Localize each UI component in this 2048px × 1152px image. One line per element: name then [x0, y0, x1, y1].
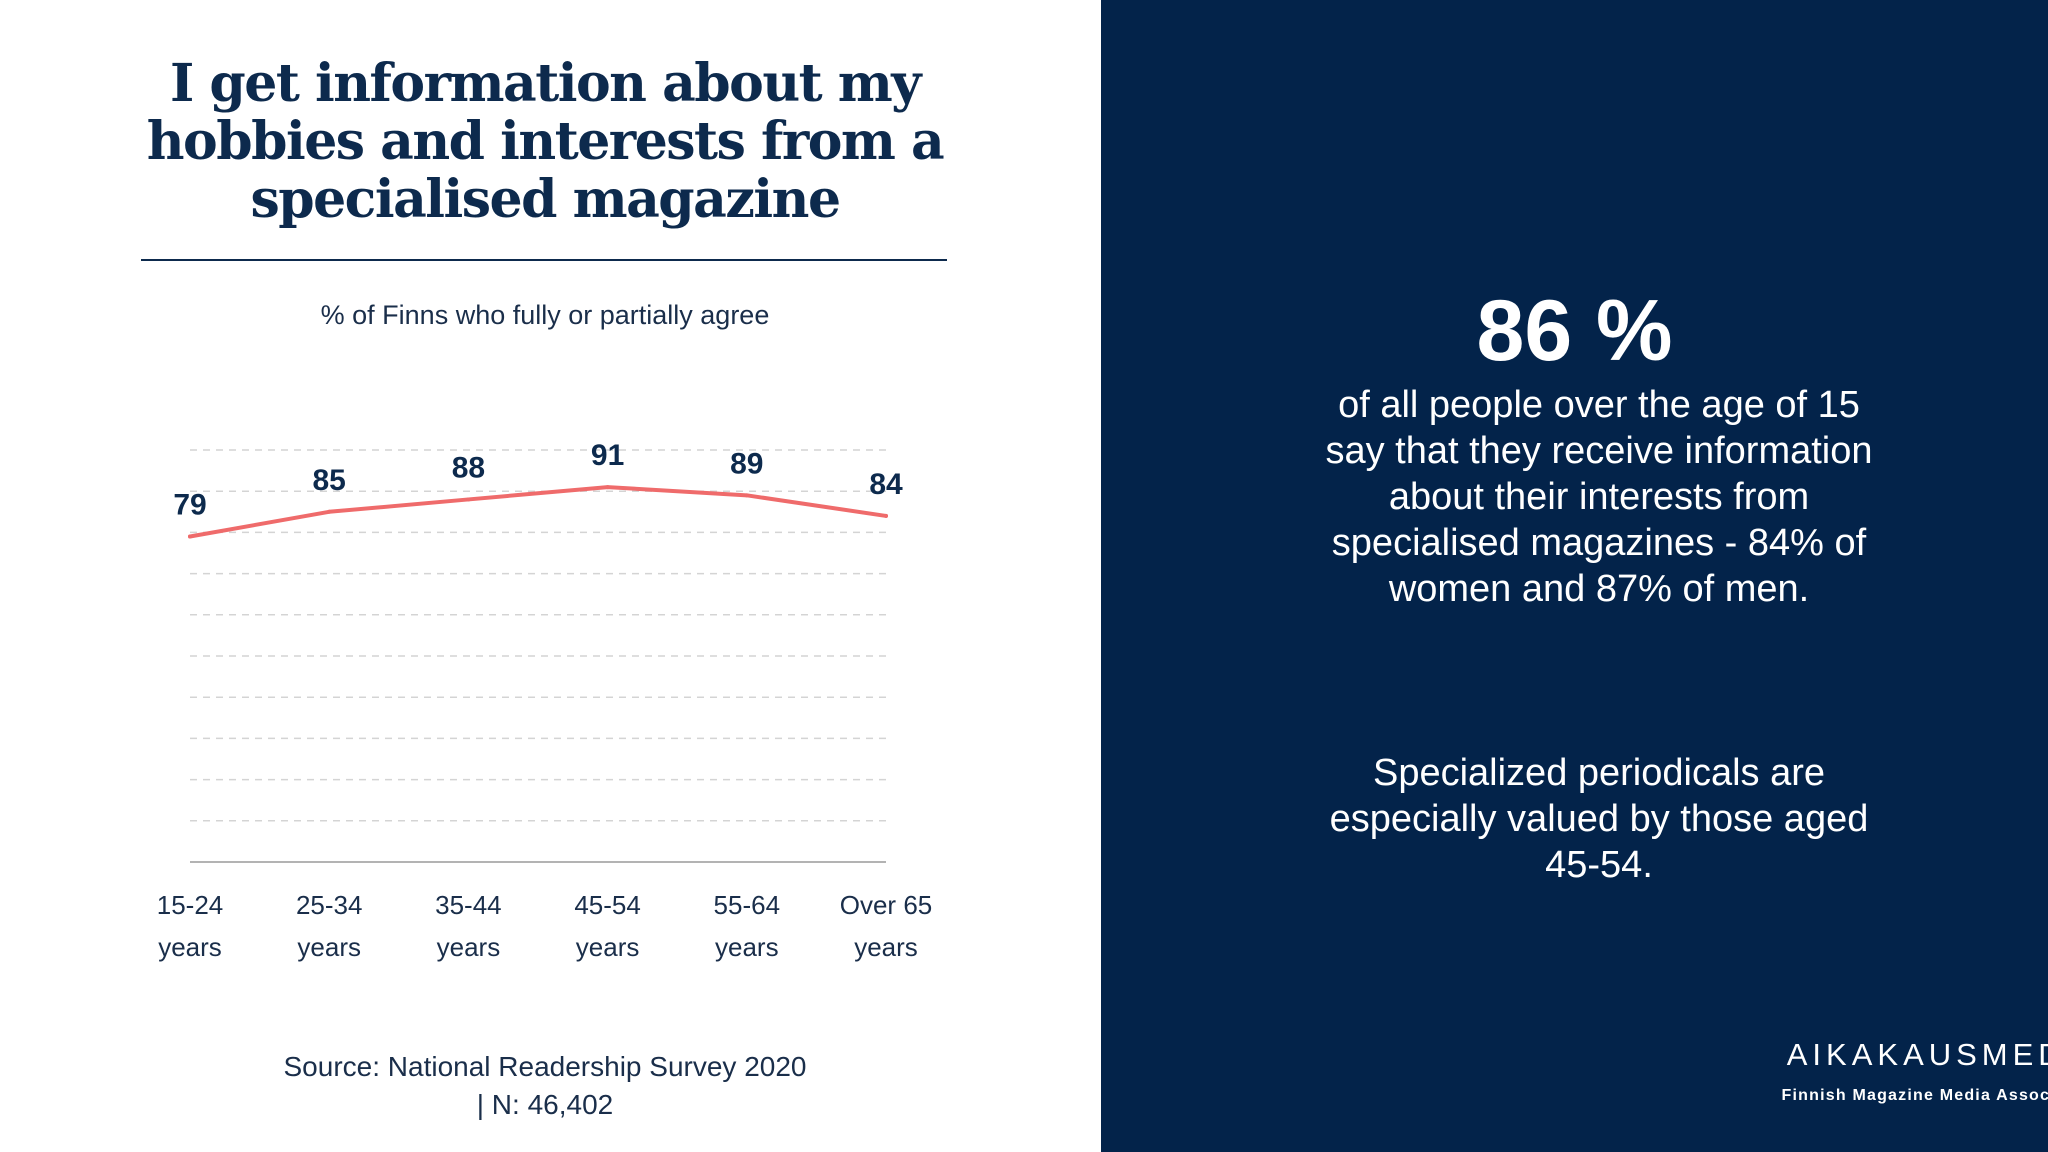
data-point	[884, 513, 888, 518]
sample-size: | N: 46,402	[476, 1089, 614, 1120]
stat-note: Specialized periodicals are especially v…	[1329, 752, 1869, 886]
x-tick-label: 55-64 years	[714, 890, 781, 962]
data-labels: 79 85 88 91 89 84	[173, 439, 903, 521]
chart-subtitle: % of Finns who fully or partially agree	[320, 300, 770, 330]
stat-description: of all people over the age of 15 say tha…	[1325, 384, 1873, 610]
headline-stat: 86 %	[1476, 283, 1673, 379]
gridlines	[190, 449, 886, 822]
title-divider	[141, 259, 947, 261]
series-line	[188, 485, 888, 539]
x-axis: 15-24 years 25-34 years 35-44 years 45-54 years…	[157, 861, 933, 962]
x-tick-label: 35-44 years	[435, 890, 502, 962]
source-text: Source: National Readership Survey 2020	[283, 1051, 807, 1082]
brand-name: AIKAKAUSMEDIA	[1786, 1037, 2048, 1072]
x-tick-label: Over 65 years	[840, 890, 933, 962]
data-label: 89	[730, 447, 763, 480]
brand-logo: AIKAKAUSMEDIA Finnish Magazine Media Ass…	[1664, 1037, 2048, 1105]
data-point	[605, 485, 610, 490]
data-label: 79	[173, 489, 206, 522]
source-note: Source: National Readership Survey 2020 …	[200, 1048, 890, 1124]
chart-panel: I get information about my hobbies and i…	[141, 53, 947, 1124]
line-chart: 79 85 88 91 89 84 15-24 years 25-34 years 35-44 ye…	[157, 439, 933, 962]
data-label: 88	[452, 451, 485, 484]
series-line-layer	[188, 485, 888, 539]
data-point	[188, 534, 192, 539]
info-panel: 86 % of all people over the age of 15 sa…	[1101, 0, 2048, 1152]
x-tick-label: 15-24 years	[157, 890, 224, 962]
data-label: 85	[313, 464, 346, 497]
data-label: 91	[591, 439, 624, 472]
x-tick-label: 25-34 years	[296, 890, 363, 962]
brand-tagline: Finnish Magazine Media Association	[1781, 1087, 2048, 1104]
data-point	[327, 509, 332, 514]
x-tick-label: 45-54 years	[574, 890, 641, 962]
chart-title: I get information about my hobbies and i…	[146, 53, 945, 230]
data-point	[744, 493, 749, 498]
data-label: 84	[869, 468, 903, 501]
data-point	[466, 497, 471, 502]
